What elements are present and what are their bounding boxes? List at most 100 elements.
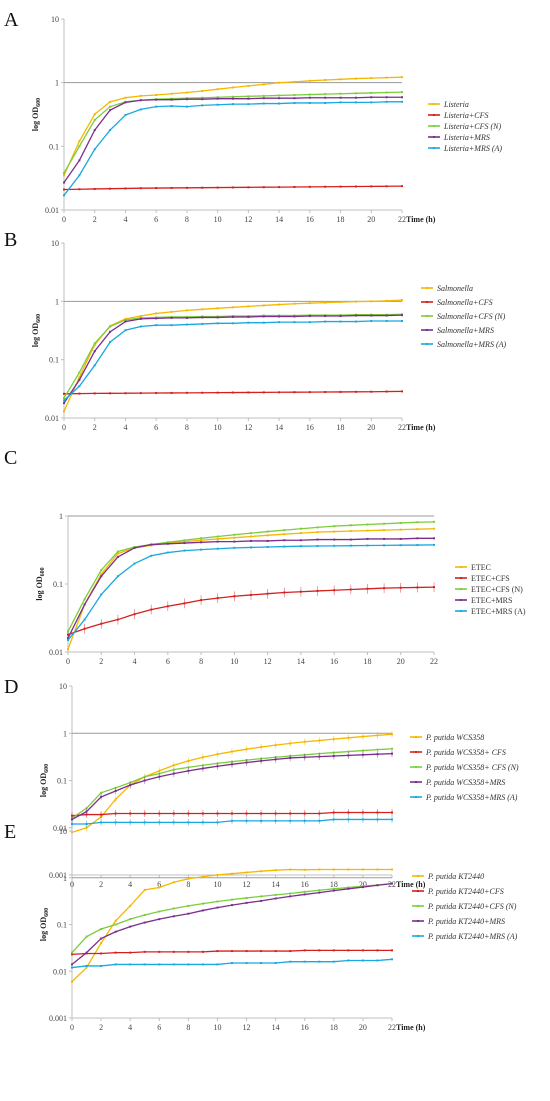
data-point: [339, 390, 342, 393]
data-point: [308, 101, 311, 104]
data-point: [231, 904, 233, 907]
data-point: [303, 949, 306, 952]
data-point: [399, 521, 402, 524]
data-point: [109, 325, 112, 328]
data-point: [262, 97, 265, 100]
data-point: [216, 906, 219, 909]
data-point: [339, 185, 342, 188]
data-point: [85, 810, 88, 813]
data-point: [93, 129, 96, 132]
x-tick-label: 4: [123, 215, 127, 224]
x-tick-label: 20: [367, 215, 375, 224]
panel-b: B 0.01 0.1 1 10 0 2 4 6 8 10 12 14 16 18 20 22 Time (h) lo…: [4, 229, 506, 432]
y-tick-label: 0.1: [57, 777, 67, 786]
data-point: [85, 823, 88, 826]
data-point: [232, 186, 234, 189]
legend-entry: ETEC: [455, 563, 491, 572]
data-point: [370, 185, 373, 188]
data-point: [274, 812, 277, 815]
data-point: [278, 315, 281, 318]
data-point: [361, 811, 364, 814]
data-point: [109, 187, 112, 190]
y-axis-title: log OD600: [35, 567, 46, 600]
data-point: [332, 818, 335, 821]
data-point: [262, 83, 265, 86]
data-point: [139, 108, 142, 111]
y-tick-label: 0.01: [49, 648, 63, 657]
x-tick-label: 14: [272, 1023, 280, 1032]
series-1: [63, 76, 403, 177]
data-point: [354, 92, 357, 95]
data-point: [201, 316, 204, 319]
data-point: [332, 949, 335, 952]
data-point: [385, 314, 388, 317]
y-axis-title-subscript: 600: [36, 314, 42, 323]
x-tick-label: 8: [185, 215, 189, 224]
data-point: [308, 321, 311, 324]
data-point: [183, 539, 186, 542]
panel-letter: C: [4, 447, 17, 469]
data-point: [247, 95, 250, 98]
data-point: [416, 537, 419, 540]
x-tick-label: 14: [275, 423, 283, 432]
x-tick-label: 18: [337, 215, 345, 224]
data-point: [71, 963, 73, 966]
data-point: [71, 823, 73, 826]
data-point: [318, 949, 321, 952]
data-point: [247, 103, 250, 106]
series-3: [63, 313, 403, 400]
data-point: [324, 93, 327, 96]
data-point: [200, 537, 203, 540]
data-point: [155, 105, 158, 108]
data-point: [150, 554, 153, 557]
data-point: [231, 872, 233, 875]
x-tick-label: 2: [93, 423, 97, 432]
data-point: [201, 875, 204, 878]
data-point: [274, 869, 277, 872]
data-point: [187, 769, 190, 772]
legend-marker: [415, 766, 417, 768]
data-point: [63, 402, 65, 405]
data-point: [183, 542, 186, 545]
data-point: [391, 752, 393, 755]
data-point: [78, 159, 81, 162]
data-point: [216, 88, 219, 91]
legend-entry: ETEC+CFS (N): [455, 585, 523, 594]
data-point: [216, 535, 219, 538]
data-point: [139, 317, 142, 320]
data-point: [216, 873, 219, 876]
data-point: [370, 300, 373, 303]
data-point: [185, 186, 188, 189]
data-point: [385, 96, 388, 99]
series-4: [67, 537, 435, 640]
data-point: [124, 318, 127, 321]
data-point: [233, 540, 236, 543]
data-point: [318, 819, 321, 822]
data-point: [231, 812, 233, 815]
x-tick-label: 20: [359, 880, 367, 889]
data-point: [347, 750, 350, 753]
legend-entry: ETEC+CFS: [455, 574, 510, 583]
data-point: [158, 886, 161, 889]
data-point: [143, 775, 146, 778]
data-point: [71, 814, 73, 817]
data-point: [361, 735, 364, 738]
data-point: [78, 188, 81, 191]
y-axis-title-main: log OD: [31, 107, 40, 131]
legend-marker: [426, 329, 428, 331]
data-point: [116, 550, 119, 553]
legend-marker: [433, 114, 435, 116]
data-point: [318, 739, 321, 742]
data-point: [109, 109, 112, 112]
data-point: [185, 391, 188, 394]
data-point: [376, 811, 379, 814]
series-2: [67, 582, 435, 640]
data-point: [347, 811, 350, 814]
y-tick-label: 1: [63, 874, 67, 883]
data-point: [289, 742, 292, 745]
data-point: [433, 543, 435, 546]
x-tick-label: 20: [367, 423, 375, 432]
legend-entry: Salmonella+MRS: [421, 326, 494, 335]
data-point: [391, 958, 393, 961]
